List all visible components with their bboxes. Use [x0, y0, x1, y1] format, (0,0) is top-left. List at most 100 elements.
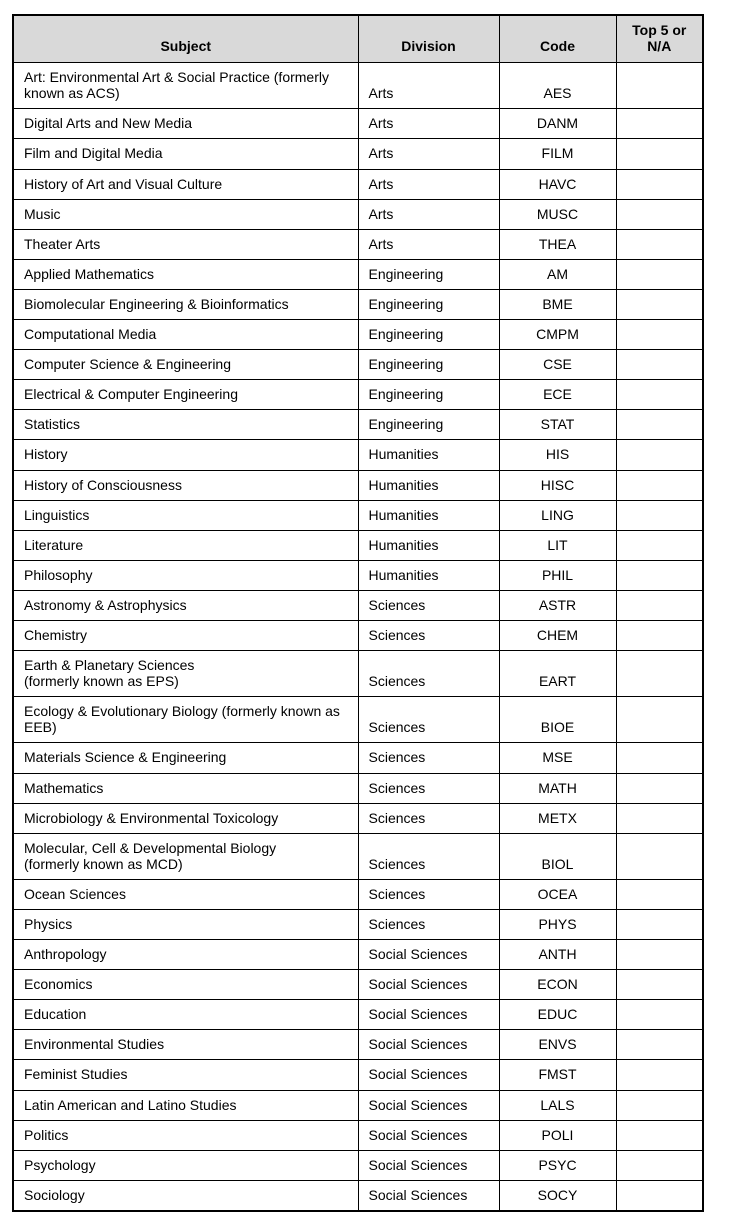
subject-cell: Mathematics [12, 772, 359, 804]
top5-cell [615, 138, 704, 170]
division-cell: Arts [357, 62, 500, 110]
table-row: Biomolecular Engineering & Bioinformatic… [12, 288, 704, 321]
table-row: Linguistics Humanities LING [12, 499, 704, 531]
top5-cell [615, 969, 704, 1001]
top5-cell [615, 1029, 704, 1061]
division-cell: Sciences [357, 696, 500, 744]
division-cell: Engineering [357, 258, 500, 290]
top5-cell [615, 469, 704, 501]
table-row: Astronomy & Astrophysics Sciences ASTR [12, 589, 704, 621]
table-row: Computational Media Engineering CMPM [12, 319, 704, 351]
division-cell: Humanities [357, 439, 500, 471]
subject-cell: Computational Media [12, 319, 359, 351]
division-cell: Arts [357, 228, 500, 260]
subject-cell: History [12, 439, 359, 471]
top5-cell [615, 439, 704, 471]
division-cell: Sciences [357, 589, 500, 621]
code-cell: HISC [498, 469, 617, 501]
top5-cell [615, 1089, 704, 1121]
subject-cell: Applied Mathematics [12, 258, 359, 290]
top5-cell [615, 999, 704, 1031]
table-body: Art: Environmental Art & Social Practice… [12, 62, 704, 1212]
subject-cell: Politics [12, 1119, 359, 1151]
table-row: Applied Mathematics Engineering AM [12, 258, 704, 290]
subject-cell: Art: Environmental Art & Social Practice… [12, 62, 359, 110]
subject-cell: Computer Science & Engineering [12, 349, 359, 381]
subject-cell: Philosophy [12, 559, 359, 591]
table-row: Earth & Planetary Sciences (formerly kno… [12, 650, 704, 698]
subjects-table: Subject Division Code Top 5 or N/A Art: … [12, 14, 704, 1212]
top5-cell [615, 62, 704, 110]
table-row: Materials Science & Engineering Sciences M… [12, 742, 704, 774]
code-cell: MSE [498, 742, 617, 774]
top5-cell [615, 349, 704, 381]
top5-cell [615, 168, 704, 200]
top5-cell [615, 108, 704, 140]
column-header-subject: Subject [12, 14, 359, 64]
table-row: Art: Environmental Art & Social Practice… [12, 62, 704, 110]
code-cell: FMST [498, 1059, 617, 1091]
subject-cell: Theater Arts [12, 228, 359, 260]
code-cell: SOCY [498, 1179, 617, 1212]
table-row: Microbiology & Environmental Toxicology S… [12, 802, 704, 834]
division-cell: Sciences [357, 908, 500, 941]
table-row: Psychology Social Sciences PSYC [12, 1149, 704, 1181]
subject-cell: Education [12, 999, 359, 1031]
code-cell: CSE [498, 349, 617, 381]
top5-cell [615, 499, 704, 531]
top5-cell [615, 319, 704, 351]
division-cell: Sciences [357, 742, 500, 774]
table-row: History of Consciousness Humanities HISC [12, 469, 704, 501]
top5-cell [615, 1119, 704, 1151]
subject-cell: Literature [12, 529, 359, 561]
division-cell: Social Sciences [357, 969, 500, 1001]
code-cell: CMPM [498, 319, 617, 351]
table-row: Economics Social Sciences ECON [12, 969, 704, 1001]
division-cell: Social Sciences [357, 1179, 500, 1212]
column-header-top5: Top 5 or N/A [615, 14, 704, 64]
table-row: Sociology Social Sciences SOCY [12, 1179, 704, 1212]
top5-cell [615, 1149, 704, 1181]
table-row: Latin American and Latino Studies Social … [12, 1089, 704, 1121]
table-row: Literature Humanities LIT [12, 529, 704, 561]
code-cell: EART [498, 650, 617, 698]
top5-cell [615, 589, 704, 621]
header-row: Subject Division Code Top 5 or N/A [12, 14, 704, 64]
division-cell: Social Sciences [357, 999, 500, 1031]
code-cell: ECON [498, 969, 617, 1001]
column-header-division: Division [357, 14, 500, 64]
table-row: Theater Arts Arts THEA [12, 228, 704, 260]
code-cell: HAVC [498, 168, 617, 200]
subject-cell: Materials Science & Engineering [12, 742, 359, 774]
top5-cell [615, 409, 704, 441]
code-cell: BIOE [498, 696, 617, 744]
table-row: Statistics Engineering STAT [12, 409, 704, 441]
top5-cell [615, 878, 704, 911]
subject-cell: Latin American and Latino Studies [12, 1089, 359, 1121]
top5-cell [615, 650, 704, 698]
subject-cell: Digital Arts and New Media [12, 108, 359, 140]
division-cell: Sciences [357, 802, 500, 834]
code-cell: AES [498, 62, 617, 110]
table-row: Computer Science & Engineering Engineerin… [12, 349, 704, 381]
code-cell: ECE [498, 379, 617, 411]
table-row: Anthropology Social Sciences ANTH [12, 939, 704, 971]
code-cell: PSYC [498, 1149, 617, 1181]
subject-cell: Physics [12, 908, 359, 941]
subject-cell: Film and Digital Media [12, 138, 359, 170]
division-cell: Arts [357, 198, 500, 230]
top5-cell [615, 379, 704, 411]
subject-cell: Environmental Studies [12, 1029, 359, 1061]
code-cell: BIOL [498, 832, 617, 880]
top5-cell [615, 619, 704, 652]
code-cell: ENVS [498, 1029, 617, 1061]
top5-cell [615, 529, 704, 561]
subject-cell: Electrical & Computer Engineering [12, 379, 359, 411]
division-cell: Engineering [357, 319, 500, 351]
top5-cell [615, 908, 704, 941]
code-cell: DANM [498, 108, 617, 140]
top5-cell [615, 772, 704, 804]
subject-cell: Chemistry [12, 619, 359, 652]
division-cell: Social Sciences [357, 939, 500, 971]
division-cell: Humanities [357, 529, 500, 561]
